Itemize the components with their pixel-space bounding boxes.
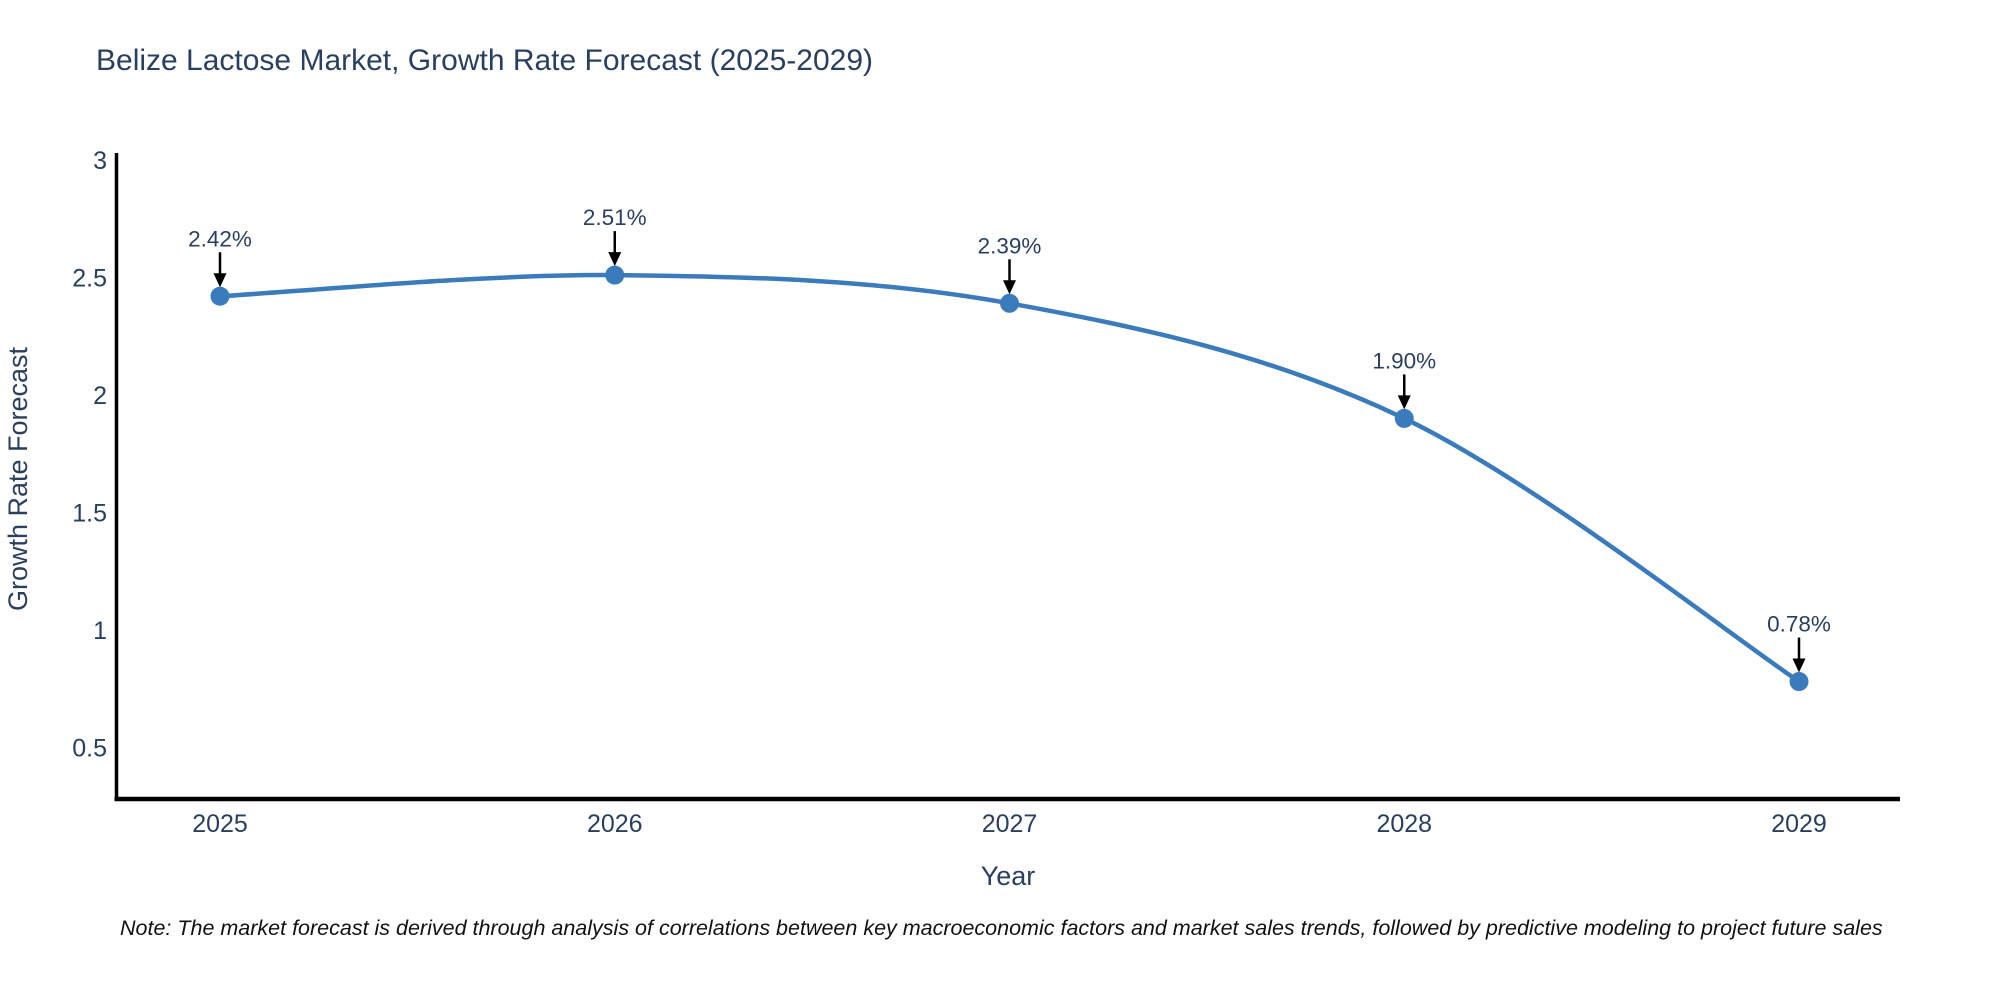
y-axis-tick-label: 2 xyxy=(93,382,107,410)
y-axis-tick-label: 2.5 xyxy=(72,264,107,292)
annotation-arrowhead-icon xyxy=(1003,280,1016,295)
y-axis-tick-label: 0.5 xyxy=(72,734,107,762)
y-axis-tick-label: 1.5 xyxy=(72,499,107,527)
point-value-label: 2.39% xyxy=(978,233,1042,258)
x-axis-tick-label: 2025 xyxy=(192,810,248,838)
trend-line xyxy=(217,272,1802,684)
y-axis-tick-label: 1 xyxy=(93,617,107,645)
point-value-label: 2.51% xyxy=(583,205,647,230)
annotation-arrowhead-icon xyxy=(608,252,622,267)
x-axis-tick-label: 2028 xyxy=(1376,810,1432,838)
x-axis-tick-label: 2029 xyxy=(1771,810,1827,838)
y-axis-tick-label: 3 xyxy=(93,147,107,175)
annotation-arrowhead-icon xyxy=(1397,395,1411,410)
y-axis-title: Growth Rate Forecast xyxy=(3,346,33,611)
data-point[interactable] xyxy=(1789,672,1809,692)
point-value-label: 1.90% xyxy=(1372,348,1436,373)
footnote: Note: The market forecast is derived thr… xyxy=(120,916,1883,940)
data-point[interactable] xyxy=(605,265,625,285)
x-axis-tick-label: 2027 xyxy=(982,810,1038,838)
x-axis-title: Year xyxy=(981,861,1036,891)
annotation-arrowhead-icon xyxy=(1792,658,1806,673)
x-axis-tick-label: 2026 xyxy=(587,810,643,838)
point-value-label: 0.78% xyxy=(1767,612,1831,637)
data-point[interactable] xyxy=(210,286,230,306)
data-point[interactable] xyxy=(1000,293,1019,313)
chart-title: Belize Lactose Market, Growth Rate Forec… xyxy=(96,44,874,77)
point-value-label: 2.42% xyxy=(188,226,252,251)
data-point[interactable] xyxy=(1394,408,1414,428)
annotation-arrowhead-icon xyxy=(213,273,227,288)
